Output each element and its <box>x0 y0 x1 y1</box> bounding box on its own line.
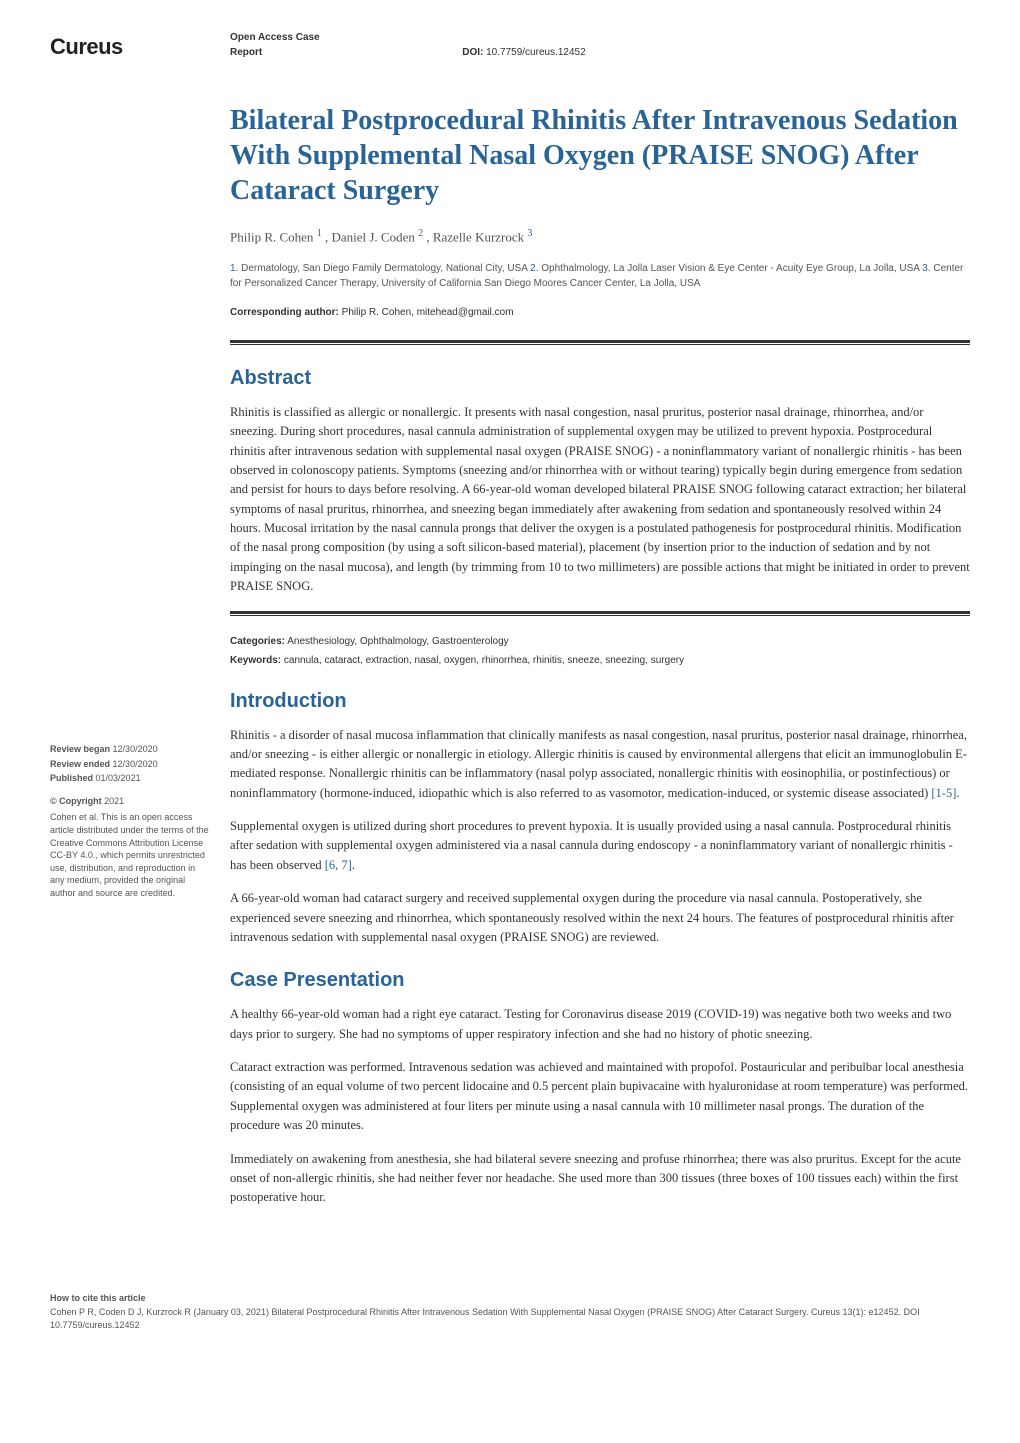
article-type-line2: Report <box>230 45 262 60</box>
intro-p2: Supplemental oxygen is utilized during s… <box>230 817 970 875</box>
affiliations: 1. Dermatology, San Diego Family Dermato… <box>230 261 970 291</box>
corresponding-author: Corresponding author: Philip R. Cohen, m… <box>230 305 970 320</box>
article-title: Bilateral Postprocedural Rhinitis After … <box>230 103 970 208</box>
footer-citation: How to cite this article Cohen P R, Code… <box>0 1292 1020 1362</box>
ref-link[interactable]: [1-5] <box>931 786 956 800</box>
ref-link[interactable]: [6, 7] <box>325 858 352 872</box>
article-type-line1: Open Access Case <box>230 30 586 45</box>
introduction-heading: Introduction <box>230 686 970 716</box>
divider <box>230 340 970 345</box>
case-p3: Immediately on awakening from anesthesia… <box>230 1150 970 1208</box>
sidebar-meta: Review began 12/30/2020 Review ended 12/… <box>50 103 230 1222</box>
case-heading: Case Presentation <box>230 965 970 995</box>
intro-p1: Rhinitis - a disorder of nasal mucosa in… <box>230 726 970 804</box>
authors: Philip R. Cohen 1 , Daniel J. Coden 2 , … <box>230 226 970 247</box>
abstract-body: Rhinitis is classified as allergic or no… <box>230 403 970 597</box>
categories: Categories: Anesthesiology, Ophthalmolog… <box>230 634 970 649</box>
divider <box>230 611 970 616</box>
abstract-heading: Abstract <box>230 363 970 393</box>
intro-p3: A 66-year-old woman had cataract surgery… <box>230 889 970 947</box>
copyright-text: Cohen et al. This is an open access arti… <box>50 811 210 899</box>
journal-logo: Cureus <box>50 30 230 63</box>
case-p1: A healthy 66-year-old woman had a right … <box>230 1005 970 1044</box>
doi: DOI: 10.7759/cureus.12452 <box>462 45 585 60</box>
keywords: Keywords: cannula, cataract, extraction,… <box>230 653 970 668</box>
case-p2: Cataract extraction was performed. Intra… <box>230 1058 970 1136</box>
